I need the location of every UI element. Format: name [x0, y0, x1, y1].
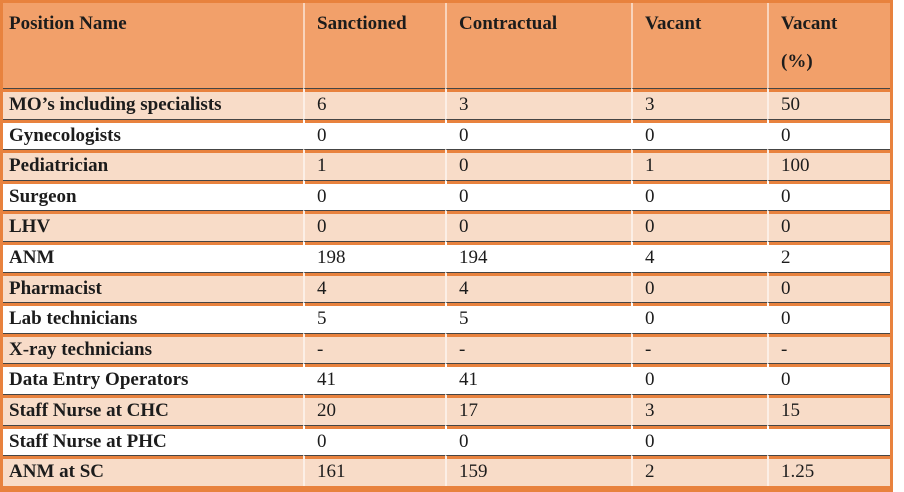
position-name-cell: Pharmacist	[3, 271, 303, 303]
vacant-pct-cell: 0	[767, 210, 890, 241]
vacant-cell: 4	[631, 240, 767, 272]
vacant-cell: 0	[631, 302, 767, 333]
table-row: ANM at SC 161 159 2 1.25	[3, 455, 890, 486]
column-header-position-name: Position Name	[3, 3, 303, 88]
contractual-cell: 41	[445, 363, 631, 394]
table-row: ANM 198 194 4 2	[3, 240, 890, 272]
position-name-cell: Lab technicians	[3, 302, 303, 333]
vacant-pct-cell: 100	[767, 149, 890, 180]
position-name-cell: X-ray technicians	[3, 332, 303, 364]
sanctioned-cell: 0	[303, 210, 445, 241]
contractual-cell: 0	[445, 210, 631, 241]
position-name-cell: Staff Nurse at PHC	[3, 424, 303, 456]
contractual-cell: 0	[445, 179, 631, 211]
header-row: Position Name Sanctioned Contractual Vac…	[3, 3, 890, 88]
sanctioned-cell: 6	[303, 88, 445, 119]
vacant-cell: 3	[631, 393, 767, 425]
contractual-cell: 5	[445, 302, 631, 333]
vacant-cell: 2	[631, 455, 767, 486]
table-row: LHV 0 0 0 0	[3, 210, 890, 241]
position-name-cell: LHV	[3, 210, 303, 241]
vacant-cell: -	[631, 332, 767, 364]
sanctioned-cell: 198	[303, 240, 445, 272]
table-row: Staff Nurse at PHC 0 0 0	[3, 424, 890, 456]
contractual-cell: 0	[445, 424, 631, 456]
sanctioned-cell: 0	[303, 118, 445, 150]
vacant-cell: 0	[631, 179, 767, 211]
vacant-cell: 0	[631, 363, 767, 394]
table-row: Pharmacist 4 4 0 0	[3, 271, 890, 303]
sanctioned-cell: 5	[303, 302, 445, 333]
vacant-pct-cell: 0	[767, 118, 890, 150]
vacant-pct-cell: -	[767, 332, 890, 364]
sanctioned-cell: 4	[303, 271, 445, 303]
vacant-pct-cell: 0	[767, 363, 890, 394]
table-row: Staff Nurse at CHC 20 17 3 15	[3, 393, 890, 425]
column-header-vacant-percent-line1: Vacant	[781, 13, 838, 34]
table-row: Pediatrician 1 0 1 100	[3, 149, 890, 180]
position-name-cell: Data Entry Operators	[3, 363, 303, 394]
contractual-cell: 17	[445, 393, 631, 425]
table-row: Gynecologists 0 0 0 0	[3, 118, 890, 150]
contractual-cell: 194	[445, 240, 631, 272]
vacant-cell: 0	[631, 118, 767, 150]
sanctioned-cell: 41	[303, 363, 445, 394]
table-row: MO’s including specialists 6 3 3 50	[3, 88, 890, 119]
position-name-cell: Gynecologists	[3, 118, 303, 150]
position-name-cell: MO’s including specialists	[3, 88, 303, 119]
table-row: Lab technicians 5 5 0 0	[3, 302, 890, 333]
position-name-cell: Surgeon	[3, 179, 303, 211]
table-row: Surgeon 0 0 0 0	[3, 179, 890, 211]
vacant-cell: 0	[631, 271, 767, 303]
position-name-cell: ANM	[3, 240, 303, 272]
vacant-cell: 3	[631, 88, 767, 119]
position-name-cell: ANM at SC	[3, 455, 303, 486]
vacant-pct-cell: 0	[767, 271, 890, 303]
table-row: Data Entry Operators 41 41 0 0	[3, 363, 890, 394]
sanctioned-cell: 1	[303, 149, 445, 180]
vacant-pct-cell: 15	[767, 393, 890, 425]
sanctioned-cell: 161	[303, 455, 445, 486]
position-name-cell: Staff Nurse at CHC	[3, 393, 303, 425]
column-header-sanctioned: Sanctioned	[303, 3, 445, 88]
column-header-vacant-percent: Vacant (%)	[767, 3, 890, 88]
position-name-cell: Pediatrician	[3, 149, 303, 180]
column-header-vacant-percent-line2: (%)	[781, 51, 813, 72]
vacant-cell: 0	[631, 424, 767, 456]
table-row: X-ray technicians - - - -	[3, 332, 890, 364]
vacant-cell: 1	[631, 149, 767, 180]
sanctioned-cell: 0	[303, 179, 445, 211]
vacant-pct-cell: 0	[767, 179, 890, 211]
contractual-cell: 0	[445, 118, 631, 150]
sanctioned-cell: 0	[303, 424, 445, 456]
sanctioned-cell: 20	[303, 393, 445, 425]
column-header-contractual: Contractual	[445, 3, 631, 88]
table-header: Position Name Sanctioned Contractual Vac…	[3, 3, 890, 88]
vacant-pct-cell: 1.25	[767, 455, 890, 486]
sanctioned-cell: -	[303, 332, 445, 364]
vacant-cell: 0	[631, 210, 767, 241]
contractual-cell: 3	[445, 88, 631, 119]
vacant-pct-cell	[767, 424, 890, 456]
vacant-pct-cell: 2	[767, 240, 890, 272]
contractual-cell: 0	[445, 149, 631, 180]
vacant-pct-cell: 0	[767, 302, 890, 333]
column-header-vacant: Vacant	[631, 3, 767, 88]
contractual-cell: 159	[445, 455, 631, 486]
vacant-pct-cell: 50	[767, 88, 890, 119]
contractual-cell: 4	[445, 271, 631, 303]
table-body: MO’s including specialists 6 3 3 50 Gynecolog…	[3, 88, 890, 486]
contractual-cell: -	[445, 332, 631, 364]
